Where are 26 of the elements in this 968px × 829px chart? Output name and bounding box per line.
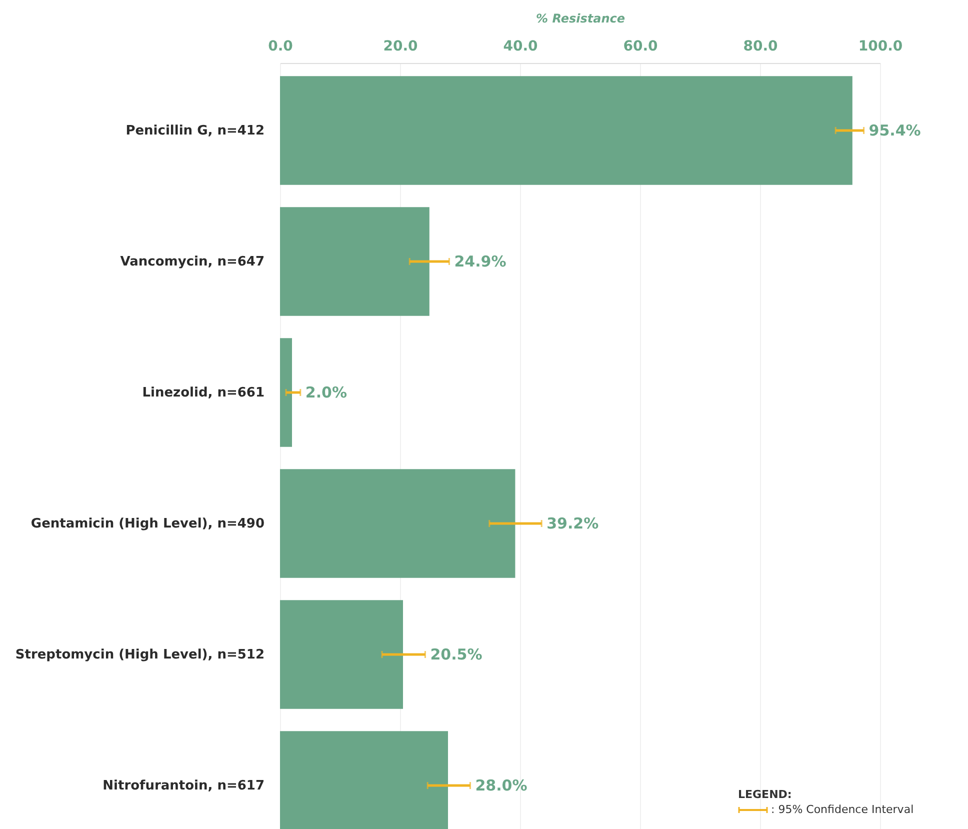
bar [280, 469, 516, 578]
y-tick-label: Streptomycin (High Level), n=512 [15, 648, 264, 663]
y-tick-label: Penicillin G, n=412 [126, 123, 264, 138]
annotation: : 95% Confidence Interval [771, 803, 914, 816]
y-tick-label: Gentamicin (High Level), n=490 [30, 516, 264, 532]
bar [280, 338, 292, 447]
data-label: 2.0% [305, 383, 348, 402]
bar [280, 207, 430, 316]
bar [280, 600, 403, 709]
data-label: 28.0% [475, 776, 528, 795]
x-tick-label: 100.0 [858, 38, 903, 54]
x-tick-label: 60.0 [623, 38, 658, 54]
data-label: 95.4% [868, 121, 921, 140]
y-tick-label: Nitrofurantoin, n=617 [102, 778, 264, 794]
y-tick-label: Vancomycin, n=647 [120, 254, 264, 270]
y-tick-label: Linezolid, n=661 [142, 385, 264, 400]
data-label: 24.9% [454, 252, 506, 270]
annotation: LEGEND: [738, 788, 793, 801]
x-tick-label: 80.0 [743, 38, 778, 54]
x-tick-label: 20.0 [383, 38, 418, 54]
data-label: 39.2% [546, 514, 599, 533]
x-tick-label: 0.0 [268, 38, 294, 54]
data-label: 20.5% [430, 646, 482, 664]
bar [280, 76, 852, 185]
x-tick-label: 40.0 [503, 38, 538, 54]
x-axis-title: % Resistance [536, 12, 626, 26]
